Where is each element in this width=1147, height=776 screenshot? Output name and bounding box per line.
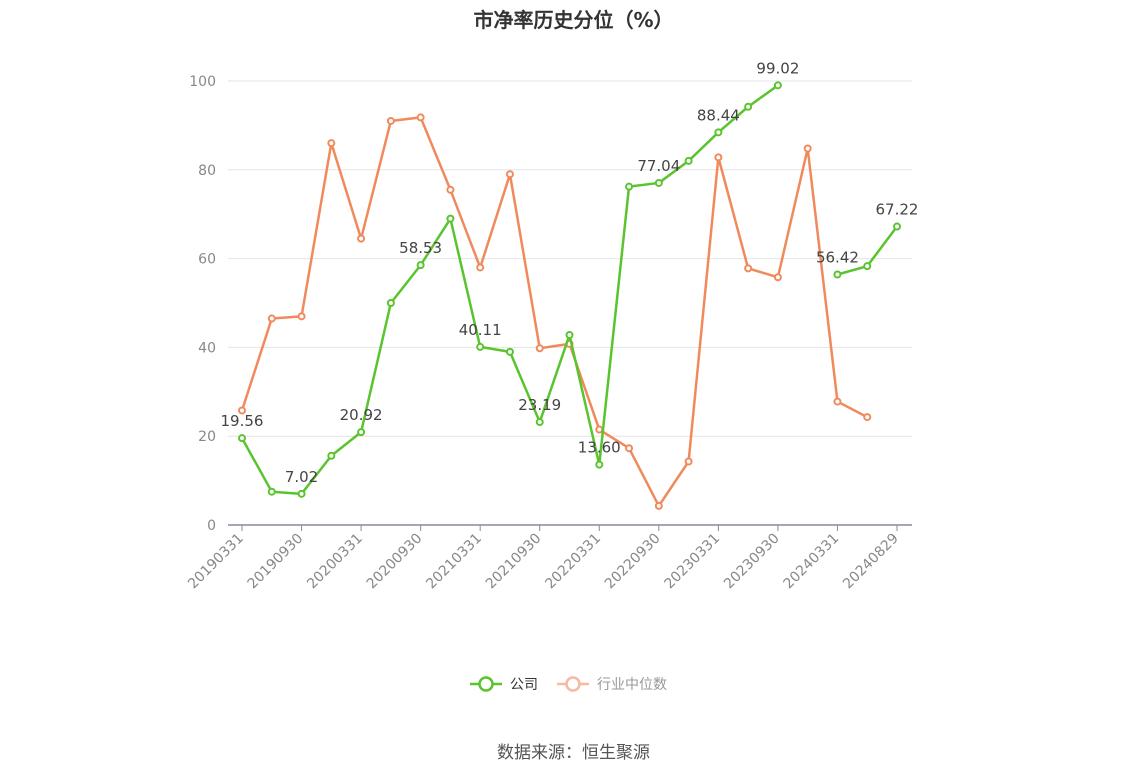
data-point[interactable] xyxy=(863,413,872,422)
data-point[interactable] xyxy=(684,156,693,165)
data-point[interactable] xyxy=(833,270,842,279)
data-point[interactable] xyxy=(297,312,306,321)
data-point[interactable] xyxy=(535,418,544,427)
data-point[interactable] xyxy=(803,144,812,153)
data-label: 99.02 xyxy=(756,59,799,77)
data-label: 19.56 xyxy=(221,412,264,430)
data-label: 67.22 xyxy=(876,201,919,219)
data-point[interactable] xyxy=(654,501,663,510)
data-label: 77.04 xyxy=(637,157,680,175)
data-point[interactable] xyxy=(893,222,901,231)
data-point[interactable] xyxy=(565,330,574,339)
data-point[interactable] xyxy=(238,434,246,443)
data-point[interactable] xyxy=(744,264,753,273)
data-point[interactable] xyxy=(654,178,663,187)
data-point[interactable] xyxy=(773,273,782,282)
data-point[interactable] xyxy=(327,451,336,460)
x-tick-label: 20210331 xyxy=(423,531,485,593)
x-tick-label: 20200331 xyxy=(304,531,366,593)
x-tick-label: 20190331 xyxy=(185,531,247,593)
data-label: 23.19 xyxy=(518,396,561,414)
data-point[interactable] xyxy=(595,460,604,469)
data-point[interactable] xyxy=(476,342,485,351)
data-point[interactable] xyxy=(446,185,455,194)
data-point[interactable] xyxy=(446,214,455,223)
data-point[interactable] xyxy=(327,139,336,148)
x-tick-label: 20240331 xyxy=(781,531,843,593)
data-point[interactable] xyxy=(773,81,782,90)
data-point[interactable] xyxy=(386,116,395,125)
data-point[interactable] xyxy=(416,261,425,270)
x-tick-label: 20210930 xyxy=(483,531,545,593)
series-line-company xyxy=(240,84,779,496)
data-point[interactable] xyxy=(744,102,753,111)
y-tick-label: 80 xyxy=(198,163,216,179)
legend-item-industry-median-marker[interactable] xyxy=(565,676,581,692)
data-point[interactable] xyxy=(714,128,723,137)
data-point[interactable] xyxy=(267,487,276,496)
data-point[interactable] xyxy=(505,347,514,356)
data-label: 13.60 xyxy=(578,439,621,457)
data-source-note: 数据来源：恒生聚源 xyxy=(497,743,650,763)
y-tick-label: 40 xyxy=(198,340,216,356)
data-point[interactable] xyxy=(684,457,693,466)
data-point[interactable] xyxy=(505,170,514,179)
legend-item-company-label[interactable]: 公司 xyxy=(510,677,538,693)
data-point[interactable] xyxy=(833,397,842,406)
data-point[interactable] xyxy=(238,406,246,415)
data-label: 88.44 xyxy=(697,106,740,124)
data-point[interactable] xyxy=(357,428,366,437)
data-point[interactable] xyxy=(625,182,634,191)
x-tick-label: 20240829 xyxy=(840,531,902,593)
y-tick-label: 20 xyxy=(198,429,216,445)
data-point[interactable] xyxy=(267,314,276,323)
data-label: 20.92 xyxy=(340,406,383,424)
x-tick-label: 20190930 xyxy=(245,531,307,593)
y-tick-label: 60 xyxy=(198,252,216,268)
x-tick-label: 20200930 xyxy=(364,531,426,593)
x-tick-label: 20220930 xyxy=(602,531,664,593)
data-point[interactable] xyxy=(357,234,366,243)
y-tick-label: 0 xyxy=(207,518,216,534)
data-label: 58.53 xyxy=(399,239,442,257)
legend-item-industry-median-label[interactable]: 行业中位数 xyxy=(597,677,667,693)
data-label: 40.11 xyxy=(459,321,502,339)
legend-item-company-marker[interactable] xyxy=(478,676,494,692)
data-point[interactable] xyxy=(625,444,634,453)
data-point[interactable] xyxy=(714,153,723,162)
x-tick-label: 20230930 xyxy=(721,531,783,593)
data-point[interactable] xyxy=(416,113,425,122)
y-tick-label: 100 xyxy=(189,74,216,90)
data-label: 7.02 xyxy=(285,468,318,486)
series-line-industry-median xyxy=(240,116,868,508)
x-tick-label: 20220331 xyxy=(542,531,604,593)
data-point[interactable] xyxy=(863,262,872,271)
data-point[interactable] xyxy=(595,425,604,434)
data-point[interactable] xyxy=(535,344,544,353)
x-tick-label: 20230331 xyxy=(661,531,723,593)
chart-title: 市净率历史分位（%） xyxy=(473,8,674,32)
data-label: 56.42 xyxy=(816,248,859,266)
data-point[interactable] xyxy=(386,299,395,307)
data-point[interactable] xyxy=(297,489,306,498)
data-point[interactable] xyxy=(476,263,485,272)
